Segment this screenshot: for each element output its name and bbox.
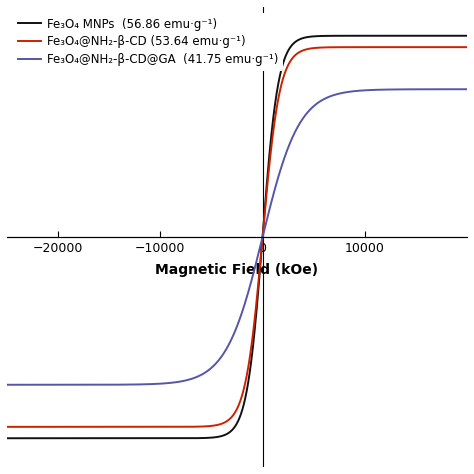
Fe₃O₄@NH₂-β-CD@GA  (41.75 emu·g⁻¹) xyxy=(88,382,93,388)
Fe₃O₄@NH₂-β-CD@GA  (41.75 emu·g⁻¹) xyxy=(347,89,353,94)
Fe₃O₄@NH₂-β-CD (53.64 emu·g⁻¹) xyxy=(88,424,93,430)
Fe₃O₄@NH₂-β-CD (53.64 emu·g⁻¹) xyxy=(180,424,186,429)
Fe₃O₄ MNPs  (56.86 emu·g⁻¹) xyxy=(280,61,286,67)
Fe₃O₄@NH₂-β-CD@GA  (41.75 emu·g⁻¹) xyxy=(383,87,388,92)
Line: Fe₃O₄@NH₂-β-CD (53.64 emu·g⁻¹): Fe₃O₄@NH₂-β-CD (53.64 emu·g⁻¹) xyxy=(7,47,467,427)
Fe₃O₄ MNPs  (56.86 emu·g⁻¹) xyxy=(383,33,388,38)
Fe₃O₄@NH₂-β-CD@GA  (41.75 emu·g⁻¹) xyxy=(180,378,186,384)
Fe₃O₄ MNPs  (56.86 emu·g⁻¹) xyxy=(303,35,309,40)
Fe₃O₄@NH₂-β-CD@GA  (41.75 emu·g⁻¹) xyxy=(303,111,309,117)
Fe₃O₄ MNPs  (56.86 emu·g⁻¹) xyxy=(88,436,93,441)
Fe₃O₄@NH₂-β-CD@GA  (41.75 emu·g⁻¹) xyxy=(4,382,10,388)
Fe₃O₄@NH₂-β-CD@GA  (41.75 emu·g⁻¹) xyxy=(280,159,286,165)
Fe₃O₄@NH₂-β-CD (53.64 emu·g⁻¹) xyxy=(4,424,10,430)
Fe₃O₄ MNPs  (56.86 emu·g⁻¹) xyxy=(347,33,353,38)
Line: Fe₃O₄ MNPs  (56.86 emu·g⁻¹): Fe₃O₄ MNPs (56.86 emu·g⁻¹) xyxy=(7,36,467,438)
Fe₃O₄@NH₂-β-CD (53.64 emu·g⁻¹) xyxy=(464,44,470,50)
Fe₃O₄@NH₂-β-CD (53.64 emu·g⁻¹) xyxy=(303,46,309,52)
Fe₃O₄@NH₂-β-CD@GA  (41.75 emu·g⁻¹) xyxy=(464,86,470,92)
X-axis label: Magnetic Field (kOe): Magnetic Field (kOe) xyxy=(155,263,319,277)
Fe₃O₄@NH₂-β-CD (53.64 emu·g⁻¹) xyxy=(280,76,286,82)
Fe₃O₄@NH₂-β-CD (53.64 emu·g⁻¹) xyxy=(383,44,388,50)
Line: Fe₃O₄@NH₂-β-CD@GA  (41.75 emu·g⁻¹): Fe₃O₄@NH₂-β-CD@GA (41.75 emu·g⁻¹) xyxy=(7,89,467,385)
Fe₃O₄@NH₂-β-CD (53.64 emu·g⁻¹) xyxy=(347,45,353,50)
Fe₃O₄ MNPs  (56.86 emu·g⁻¹) xyxy=(464,33,470,38)
Fe₃O₄ MNPs  (56.86 emu·g⁻¹) xyxy=(180,436,186,441)
Legend: Fe₃O₄ MNPs  (56.86 emu·g⁻¹), Fe₃O₄@NH₂-β-CD (53.64 emu·g⁻¹), Fe₃O₄@NH₂-β-CD@GA  : Fe₃O₄ MNPs (56.86 emu·g⁻¹), Fe₃O₄@NH₂-β-… xyxy=(13,13,283,71)
Fe₃O₄ MNPs  (56.86 emu·g⁻¹) xyxy=(4,436,10,441)
